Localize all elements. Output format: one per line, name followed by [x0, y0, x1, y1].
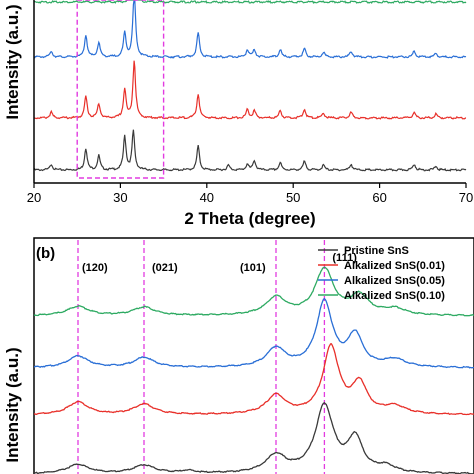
- panel-b: (120) (021) (101) (111) (b) Intensity (a.u.…: [3, 237, 474, 474]
- panel-a-tick-label: 60: [372, 190, 386, 205]
- panel-a-trace-2: [33, 60, 467, 120]
- legend-entry: Alkalized SnS(0.01): [344, 260, 445, 272]
- panel-b-y-axis-title: Intensity (a.u.): [3, 347, 22, 462]
- panel-b-legend: Pristine SnS Alkalized SnS(0.01) Alkalized…: [318, 245, 445, 302]
- panel-a-y-axis-title: Intensity (a.u.): [3, 4, 22, 119]
- panel-b-peak-label: (101): [240, 262, 266, 274]
- panel-a-trace-1: [33, 129, 467, 172]
- panel-a-trace-3: [34, 0, 467, 59]
- panel-a-tick-label: 40: [200, 190, 214, 205]
- panel-b-peak-label: (021): [152, 262, 178, 274]
- panel-b-label: (b): [36, 245, 55, 262]
- panel-b-trace-4: [33, 266, 474, 317]
- panel-a-tick-label: 30: [113, 190, 127, 205]
- panel-b-traces: [33, 266, 474, 474]
- panel-b-guide-lines: [77, 240, 326, 474]
- panel-b-frame: [33, 237, 474, 474]
- panel-b-peak-label: (120): [82, 262, 108, 274]
- panel-a: 20 30 40 50 60 70 2 Theta (degree) Intensity …: [3, 0, 473, 228]
- legend-entry: Alkalized SnS(0.05): [344, 275, 445, 287]
- panel-a-trace-4: [33, 0, 467, 5]
- panel-b-trace-2: [33, 343, 474, 416]
- panel-a-x-axis-title: 2 Theta (degree): [184, 209, 315, 228]
- legend-entry: Alkalized SnS(0.10): [344, 290, 445, 302]
- legend-entry: Pristine SnS: [344, 245, 409, 257]
- panel-a-tick-label: 20: [27, 190, 41, 205]
- panel-a-traces: [33, 0, 467, 172]
- panel-b-trace-1: [33, 401, 474, 474]
- panel-a-highlight-box: [76, 0, 165, 179]
- panel-b-trace-3: [34, 297, 474, 369]
- panel-b-peak-label: (111): [332, 252, 357, 264]
- panel-a-tick-label: 70: [459, 190, 473, 205]
- panel-b-peak-labels: (120) (021) (101) (111): [82, 252, 357, 274]
- panel-a-tick-label: 50: [286, 190, 300, 205]
- panel-a-x-ticks: 20 30 40 50 60 70: [27, 183, 473, 205]
